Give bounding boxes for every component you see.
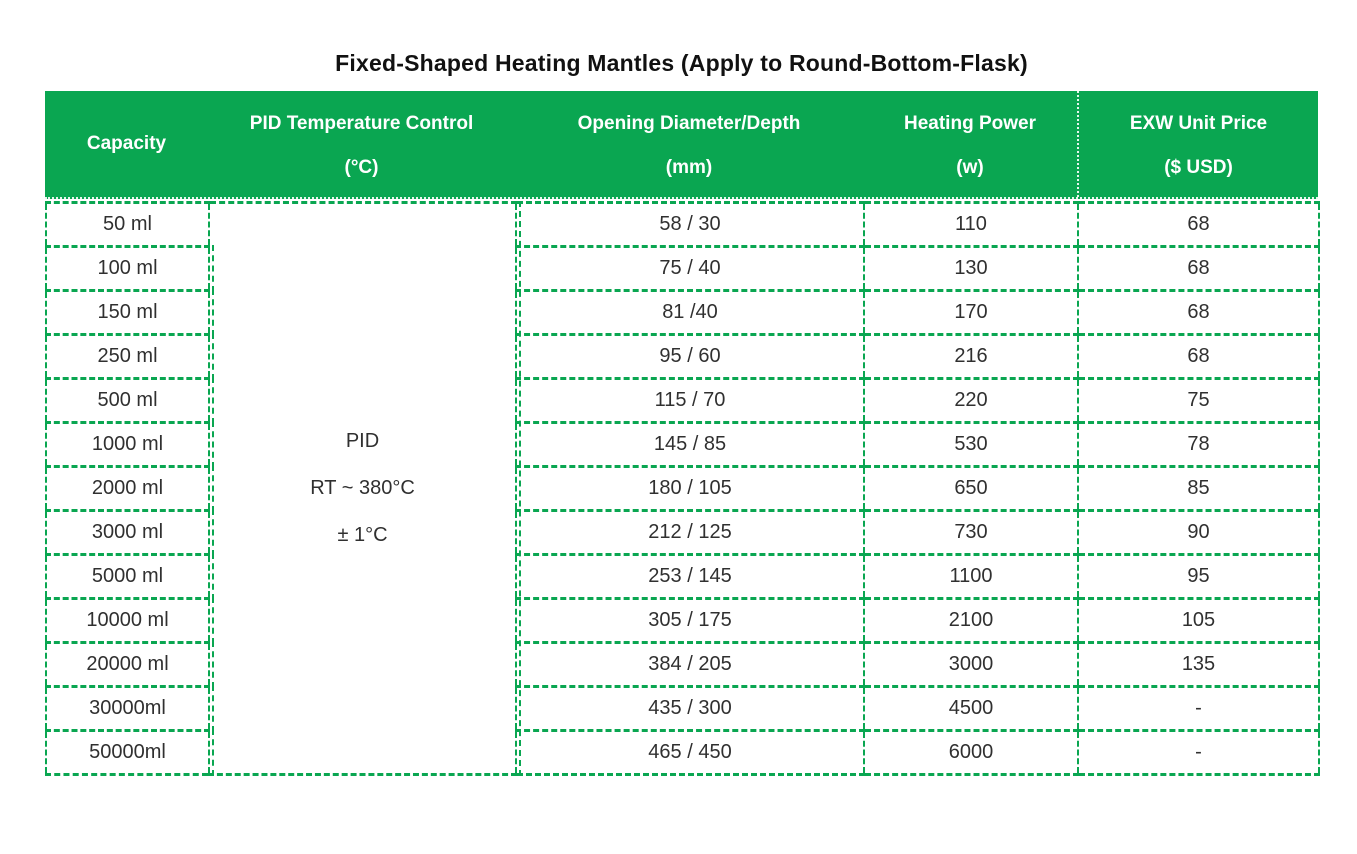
temperature-control-line: PID — [345, 430, 380, 452]
cell-price: - — [1077, 729, 1320, 776]
column-header-unit: (w) — [956, 157, 984, 178]
table-row: 3000 ml 212 / 125 730 90 — [45, 509, 1320, 558]
cell-power: 216 — [863, 333, 1079, 380]
table-row: 30000ml 435 / 300 4500 - — [45, 685, 1320, 734]
cell-power: 2100 — [863, 597, 1079, 644]
cell-opening: 95 / 60 — [515, 333, 865, 380]
cell-capacity: 10000 ml — [45, 597, 215, 646]
cell-power: 110 — [863, 201, 1079, 248]
cell-capacity: 30000ml — [45, 685, 215, 734]
cell-opening: 384 / 205 — [515, 641, 865, 688]
cell-opening: 465 / 450 — [515, 729, 865, 776]
cell-opening: 58 / 30 — [515, 201, 865, 248]
page: Fixed-Shaped Heating Mantles (Apply to R… — [45, 50, 1320, 778]
temperature-control-line: ± 1°C — [337, 524, 388, 546]
cell-power: 6000 — [863, 729, 1079, 776]
cell-opening: 180 / 105 — [515, 465, 865, 512]
cell-capacity: 3000 ml — [45, 509, 215, 558]
cell-capacity: 5000 ml — [45, 553, 215, 602]
cell-price: 68 — [1077, 245, 1320, 292]
table-row: 10000 ml 305 / 175 2100 105 — [45, 597, 1320, 646]
cell-price: 68 — [1077, 333, 1320, 380]
cell-capacity: 20000 ml — [45, 641, 215, 690]
column-header-label: Capacity — [86, 133, 167, 154]
column-header-opening-diameter: Opening Diameter/Depth (mm) — [515, 91, 863, 197]
column-header-capacity: Capacity — [45, 91, 208, 197]
cell-opening: 435 / 300 — [515, 685, 865, 732]
table-row: 500 ml 115 / 70 220 75 — [45, 377, 1320, 426]
cell-capacity: 250 ml — [45, 333, 215, 382]
cell-price: 78 — [1077, 421, 1320, 468]
table-row: 20000 ml 384 / 205 3000 135 — [45, 641, 1320, 690]
cell-opening: 75 / 40 — [515, 245, 865, 292]
column-header-exw-price: EXW Unit Price ($ USD) — [1077, 91, 1318, 197]
cell-capacity: 1000 ml — [45, 421, 215, 470]
column-header-unit: (mm) — [665, 157, 713, 178]
cell-opening: 253 / 145 — [515, 553, 865, 600]
column-header-unit: ($ USD) — [1164, 157, 1233, 178]
cell-power: 650 — [863, 465, 1079, 512]
cell-opening: 115 / 70 — [515, 377, 865, 424]
column-header-unit: (°C) — [344, 157, 379, 178]
cell-price: 68 — [1077, 289, 1320, 336]
table-row: 2000 ml 180 / 105 650 85 — [45, 465, 1320, 514]
column-header-label: Opening Diameter/Depth — [577, 113, 801, 134]
cell-capacity: 2000 ml — [45, 465, 215, 514]
cell-price: 90 — [1077, 509, 1320, 556]
table-row: 5000 ml 253 / 145 1100 95 — [45, 553, 1320, 602]
cell-power: 1100 — [863, 553, 1079, 600]
cell-price: 68 — [1077, 201, 1320, 248]
cell-opening: 145 / 85 — [515, 421, 865, 468]
cell-capacity: 500 ml — [45, 377, 215, 426]
table-row: 150 ml 81 /40 170 68 — [45, 289, 1320, 338]
cell-price: 75 — [1077, 377, 1320, 424]
cell-opening: 81 /40 — [515, 289, 865, 336]
cell-opening: 212 / 125 — [515, 509, 865, 556]
cell-power: 4500 — [863, 685, 1079, 732]
cell-temperature-control: PID RT ~ 380°C ± 1°C — [208, 201, 522, 778]
cell-capacity: 50000ml — [45, 729, 215, 778]
page-title: Fixed-Shaped Heating Mantles (Apply to R… — [335, 50, 1028, 76]
cell-price: 105 — [1077, 597, 1320, 644]
cell-capacity: 150 ml — [45, 289, 215, 338]
spec-table: 50 ml PID RT ~ 380°C ± 1°C 58 / 30 110 6… — [45, 201, 1320, 778]
column-header-label: Heating Power — [904, 113, 1036, 134]
column-header-label: EXW Unit Price — [1129, 113, 1268, 134]
cell-power: 3000 — [863, 641, 1079, 688]
cell-price: 95 — [1077, 553, 1320, 600]
table-row: 100 ml 75 / 40 130 68 — [45, 245, 1320, 294]
cell-power: 170 — [863, 289, 1079, 336]
table-row: 50 ml PID RT ~ 380°C ± 1°C 58 / 30 110 6… — [45, 201, 1320, 778]
temperature-control-line: RT ~ 380°C — [310, 477, 415, 499]
cell-capacity: 100 ml — [45, 245, 215, 294]
cell-power: 220 — [863, 377, 1079, 424]
cell-price: - — [1077, 685, 1320, 732]
cell-capacity: 50 ml — [45, 201, 215, 250]
cell-opening: 305 / 175 — [515, 597, 865, 644]
cell-power: 730 — [863, 509, 1079, 556]
column-header-temperature-control: PID Temperature Control (°C) — [208, 91, 515, 197]
column-header-label: PID Temperature Control — [249, 113, 474, 134]
cell-price: 85 — [1077, 465, 1320, 512]
table-row: 1000 ml 145 / 85 530 78 — [45, 421, 1320, 470]
table-row: 250 ml 95 / 60 216 68 — [45, 333, 1320, 382]
cell-price: 135 — [1077, 641, 1320, 688]
table-header: Capacity PID Temperature Control (°C) Op… — [45, 91, 1318, 199]
table-row: 50000ml 465 / 450 6000 - — [45, 729, 1320, 778]
cell-power: 530 — [863, 421, 1079, 468]
cell-power: 130 — [863, 245, 1079, 292]
column-header-heating-power: Heating Power (w) — [863, 91, 1077, 197]
